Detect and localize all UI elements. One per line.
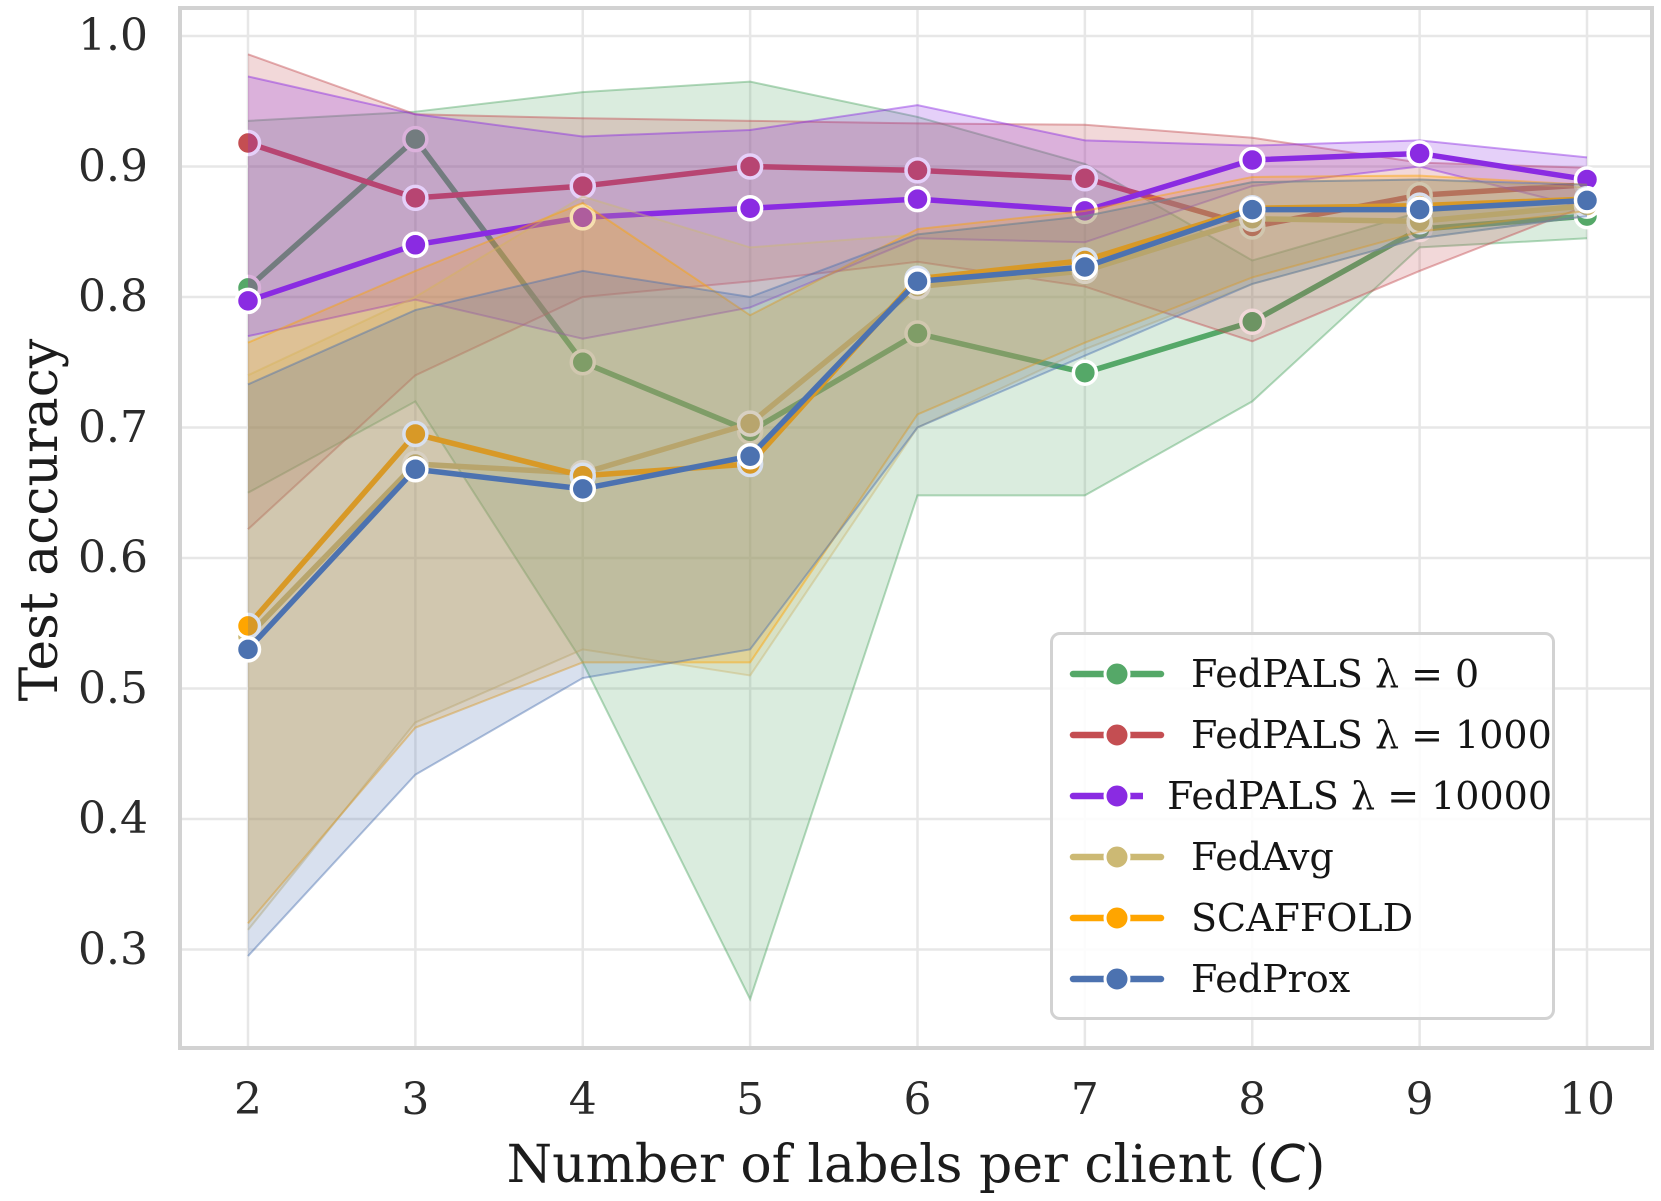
data-point-marker-2 bbox=[402, 231, 429, 259]
y-tick-label-0.7: 0.7 bbox=[78, 401, 148, 453]
data-point-marker-0 bbox=[904, 320, 931, 347]
confidence-band-5 bbox=[248, 179, 1587, 957]
x-tick-label-8: 8 bbox=[1238, 1074, 1267, 1125]
confidence-band-edge-4-lower bbox=[247, 209, 1588, 925]
y-tick-label-0.3: 0.3 bbox=[78, 923, 148, 975]
data-point-marker-5 bbox=[234, 636, 262, 663]
confidence-band-edge-5-upper bbox=[247, 178, 1588, 386]
x-tick-label-7: 7 bbox=[1070, 1074, 1099, 1125]
legend-item-3: FedAvg bbox=[1067, 828, 1552, 886]
x-tick-label-9: 9 bbox=[1405, 1074, 1434, 1125]
data-point-marker-5 bbox=[736, 442, 764, 470]
data-point-marker-5 bbox=[1406, 196, 1433, 223]
data-point-marker-1 bbox=[1071, 164, 1099, 192]
x-axis-label-suffix: ) bbox=[1305, 1135, 1326, 1195]
data-point-marker-5 bbox=[1573, 187, 1601, 214]
data-point-marker-5 bbox=[569, 475, 596, 503]
data-point-marker-1 bbox=[904, 157, 931, 184]
data-point-marker-1 bbox=[569, 172, 596, 200]
data-point-marker-2 bbox=[569, 204, 596, 231]
confidence-band-edge-2-upper bbox=[247, 75, 1588, 159]
data-point-marker-5 bbox=[1239, 196, 1266, 223]
legend-item-4: SCAFFOLD bbox=[1067, 889, 1552, 947]
y-tick-label-0.8: 0.8 bbox=[78, 271, 148, 322]
data-point-marker-2 bbox=[1239, 146, 1266, 174]
confidence-band-edge-2-lower bbox=[247, 165, 1588, 340]
legend-label: FedAvg bbox=[1191, 834, 1334, 879]
x-tick-label-5: 5 bbox=[736, 1074, 765, 1125]
confidence-band-edge-0-upper bbox=[247, 80, 1588, 262]
data-point-marker-2 bbox=[234, 287, 262, 315]
legend: FedPALS λ = 0 FedPALS λ = 1000 FedPALS λ =… bbox=[1050, 632, 1555, 1020]
confidence-band-edge-0-lower bbox=[247, 237, 1588, 1002]
data-point-marker-4 bbox=[402, 420, 429, 448]
data-point-marker-5 bbox=[904, 268, 931, 295]
x-axis-label-variable: C bbox=[1268, 1135, 1306, 1195]
confidence-band-edge-1-lower bbox=[247, 204, 1588, 531]
data-point-marker-2 bbox=[736, 195, 764, 222]
y-tick-label-0.5: 0.5 bbox=[78, 662, 148, 714]
legend-line-marker-icon bbox=[1069, 721, 1165, 748]
legend-line-marker-icon bbox=[1069, 660, 1165, 687]
confidence-band-edge-3-upper bbox=[247, 178, 1588, 377]
legend-label: FedPALS λ = 0 bbox=[1191, 651, 1480, 696]
x-tick-label-6: 6 bbox=[903, 1074, 932, 1125]
data-point-marker-0 bbox=[1239, 308, 1266, 336]
y-tick-label-0.9: 0.9 bbox=[78, 140, 148, 192]
legend-item-2: FedPALS λ = 10000 bbox=[1067, 767, 1552, 825]
x-tick-label-10: 10 bbox=[1559, 1074, 1615, 1125]
y-axis-label: Test accuracy bbox=[10, 338, 70, 702]
legend-label: FedPALS λ = 1000 bbox=[1191, 712, 1552, 757]
data-point-marker-1 bbox=[234, 129, 262, 157]
legend-line-marker-icon bbox=[1069, 782, 1144, 809]
x-axis-label: Number of labels per client (C) bbox=[507, 1135, 1326, 1195]
legend-line-marker-icon bbox=[1069, 843, 1165, 870]
legend-item-0: FedPALS λ = 0 bbox=[1067, 645, 1552, 703]
confidence-band-edge-3-lower bbox=[247, 215, 1588, 931]
legend-line-marker-icon bbox=[1069, 965, 1165, 992]
data-point-marker-5 bbox=[402, 456, 429, 483]
legend-label: FedPALS λ = 10000 bbox=[1167, 773, 1552, 818]
data-point-marker-2 bbox=[1071, 197, 1099, 225]
x-tick-label-3: 3 bbox=[401, 1074, 430, 1125]
legend-label: FedProx bbox=[1191, 956, 1351, 1001]
legend-line-marker-icon bbox=[1069, 904, 1165, 931]
x-tick-label-4: 4 bbox=[568, 1074, 597, 1125]
legend-label: SCAFFOLD bbox=[1191, 895, 1414, 940]
confidence-band-3 bbox=[248, 179, 1587, 930]
confidence-band-edge-5-lower bbox=[247, 215, 1588, 957]
confidence-band-edge-4-upper bbox=[247, 174, 1588, 344]
data-point-marker-0 bbox=[1071, 359, 1099, 386]
data-point-marker-0 bbox=[569, 349, 596, 376]
data-point-marker-1 bbox=[402, 184, 429, 212]
x-axis-label-prefix: Number of labels per client ( bbox=[506, 1135, 1269, 1195]
x-tick-label-2: 2 bbox=[234, 1074, 262, 1125]
data-point-marker-2 bbox=[1406, 140, 1433, 167]
data-point-marker-0 bbox=[402, 125, 429, 153]
y-tick-label-1.0: 1.0 bbox=[78, 10, 148, 61]
legend-item-5: FedProx bbox=[1067, 950, 1552, 1008]
y-tick-label-0.6: 0.6 bbox=[78, 532, 148, 583]
data-point-marker-1 bbox=[736, 153, 764, 180]
data-point-marker-3 bbox=[736, 410, 764, 437]
confidence-band-4 bbox=[248, 175, 1587, 924]
data-point-marker-2 bbox=[904, 185, 931, 213]
plot-frame bbox=[178, 6, 1654, 1050]
data-point-marker-5 bbox=[1071, 253, 1099, 281]
y-tick-label-0.4: 0.4 bbox=[78, 793, 148, 844]
legend-item-1: FedPALS λ = 1000 bbox=[1067, 706, 1552, 764]
